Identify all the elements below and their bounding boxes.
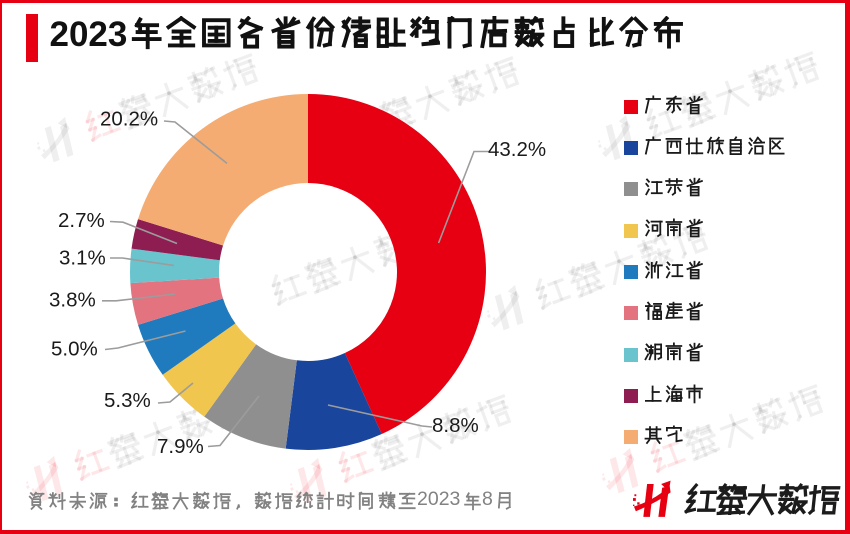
svg-text:3.1%: 3.1% [59, 247, 106, 270]
svg-text:3.8%: 3.8% [49, 289, 96, 312]
svg-text:2.7%: 2.7% [58, 209, 105, 232]
svg-text:8.8%: 8.8% [432, 414, 479, 437]
svg-text:5.0%: 5.0% [51, 338, 98, 361]
svg-text:5.3%: 5.3% [104, 389, 151, 412]
svg-text:43.2%: 43.2% [488, 138, 546, 161]
svg-text:7.9%: 7.9% [157, 435, 204, 458]
svg-text:20.2%: 20.2% [100, 108, 158, 131]
